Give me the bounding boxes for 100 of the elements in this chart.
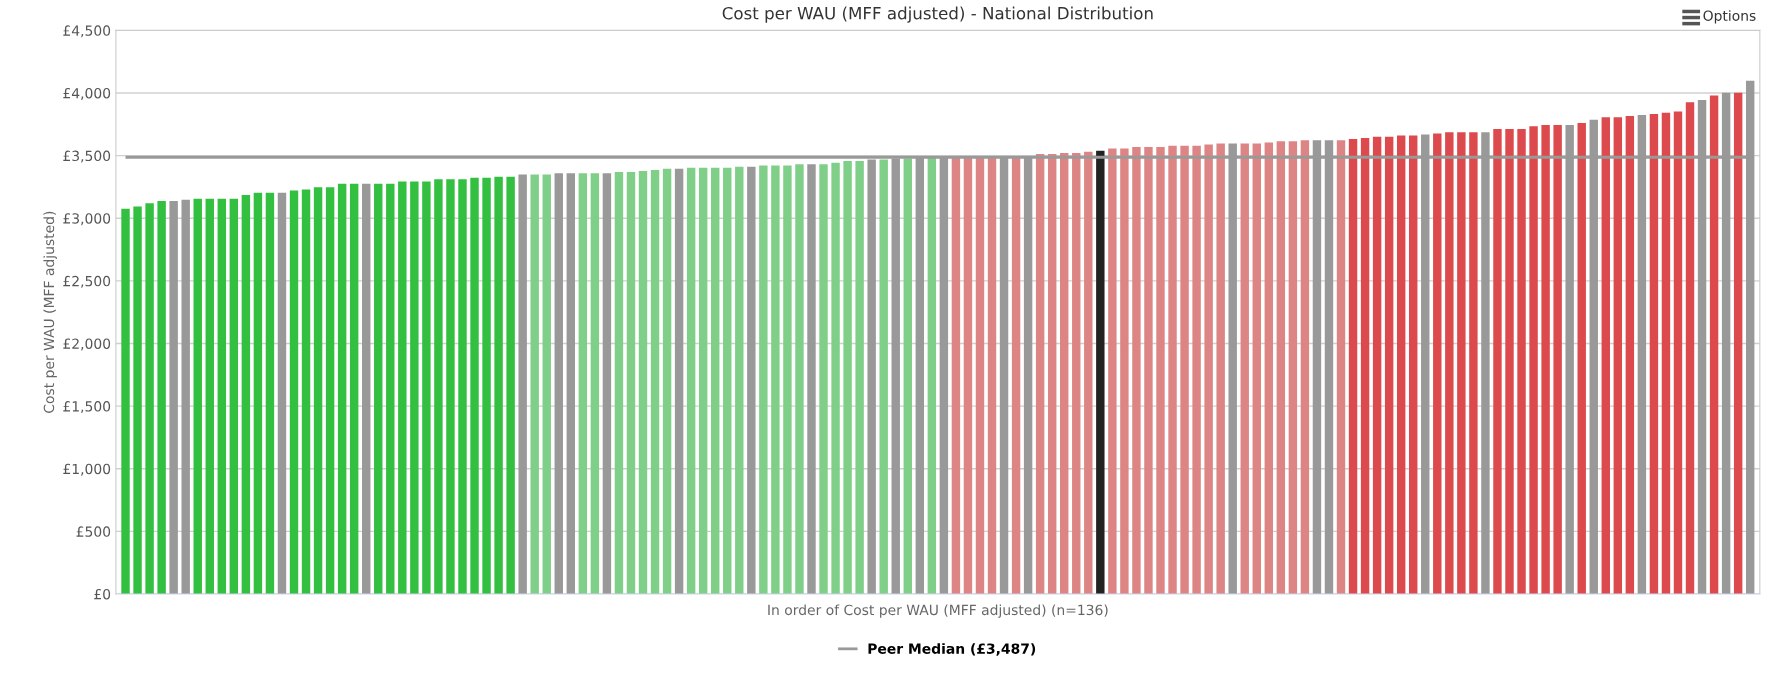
bar	[711, 167, 720, 594]
bar	[1132, 147, 1141, 594]
bar	[121, 208, 130, 594]
bar	[1553, 125, 1562, 594]
bar	[494, 176, 503, 594]
bar	[386, 183, 395, 594]
bar	[1084, 151, 1093, 594]
bar	[795, 164, 804, 594]
chart-title: Cost per WAU (MFF adjusted) - National Distribution	[722, 6, 1153, 23]
bar	[157, 200, 166, 594]
bar	[325, 187, 335, 594]
bar	[337, 183, 347, 594]
bar	[1709, 95, 1719, 594]
bar	[181, 199, 190, 594]
bar	[747, 166, 756, 594]
bar	[879, 159, 888, 594]
y-axis-title: Cost per WAU (MFF adjusted)	[43, 211, 57, 413]
bar	[1673, 111, 1683, 594]
bar	[578, 173, 588, 594]
bar	[1457, 132, 1466, 594]
bar	[542, 174, 551, 594]
bar	[1577, 123, 1586, 594]
bar	[807, 164, 816, 594]
bar	[1252, 143, 1261, 594]
bar	[1396, 135, 1406, 594]
bar	[1156, 147, 1165, 594]
y-tick-label: £4,500	[63, 25, 111, 38]
bar	[735, 166, 744, 594]
bar	[1517, 128, 1526, 594]
bar	[1409, 135, 1418, 594]
bar	[1360, 138, 1370, 594]
bar	[1384, 136, 1394, 594]
bar	[1601, 117, 1610, 594]
bar	[362, 183, 371, 594]
bar	[674, 168, 684, 594]
bar	[1240, 143, 1249, 594]
y-tick-label: £1,500	[63, 401, 111, 414]
bar	[313, 187, 323, 594]
bar	[686, 167, 696, 594]
bar	[831, 162, 840, 594]
bar	[1529, 126, 1538, 594]
bar	[289, 190, 299, 594]
bar	[133, 206, 142, 594]
bar	[626, 171, 636, 594]
bar	[638, 170, 648, 594]
bar	[1445, 132, 1454, 594]
bar	[1649, 114, 1659, 594]
bar	[530, 174, 539, 594]
bar	[1216, 143, 1225, 594]
bar	[662, 168, 672, 594]
bar	[963, 156, 973, 594]
bar	[1204, 144, 1213, 594]
text: Options	[1703, 10, 1756, 24]
bar	[217, 198, 227, 594]
bar	[1733, 92, 1743, 594]
bar	[277, 192, 287, 594]
bar	[434, 179, 443, 594]
bar	[1541, 125, 1550, 594]
bar	[301, 189, 311, 594]
bar	[698, 167, 708, 594]
bar	[1613, 117, 1623, 594]
bar	[903, 158, 912, 594]
bar	[1300, 140, 1310, 594]
bar	[458, 179, 467, 594]
bar	[1433, 133, 1442, 594]
bar	[975, 156, 985, 594]
y-tick-label: £2,000	[63, 338, 111, 351]
bar	[205, 198, 214, 594]
bar	[927, 156, 937, 594]
y-tick-label: £500	[76, 526, 111, 537]
bar	[518, 174, 527, 594]
bar	[169, 200, 178, 594]
bar	[1493, 128, 1502, 594]
bar	[193, 198, 202, 594]
bar	[506, 176, 515, 594]
bar	[1072, 152, 1081, 594]
bar	[1348, 139, 1358, 594]
bar	[1505, 128, 1514, 594]
bar	[1047, 154, 1057, 594]
bar	[398, 181, 407, 594]
bar	[1469, 132, 1478, 594]
bar	[650, 170, 660, 594]
bar	[1336, 140, 1346, 594]
bar	[554, 173, 563, 594]
bar	[1096, 150, 1105, 594]
bar	[602, 173, 612, 594]
y-tick-label: £4,000	[63, 87, 111, 100]
bar	[1120, 148, 1129, 594]
bar	[1035, 154, 1045, 594]
bar	[951, 156, 961, 594]
bar	[1144, 147, 1153, 594]
y-tick-label: £3,000	[63, 213, 111, 226]
bar	[410, 181, 419, 594]
bar	[723, 167, 732, 594]
bar	[374, 183, 383, 594]
bar	[1264, 142, 1274, 594]
legend-label: Peer Median (£3,487)	[868, 643, 1036, 656]
y-tick-label: £3,500	[63, 150, 111, 163]
bar	[349, 183, 359, 594]
bar	[1661, 112, 1671, 594]
